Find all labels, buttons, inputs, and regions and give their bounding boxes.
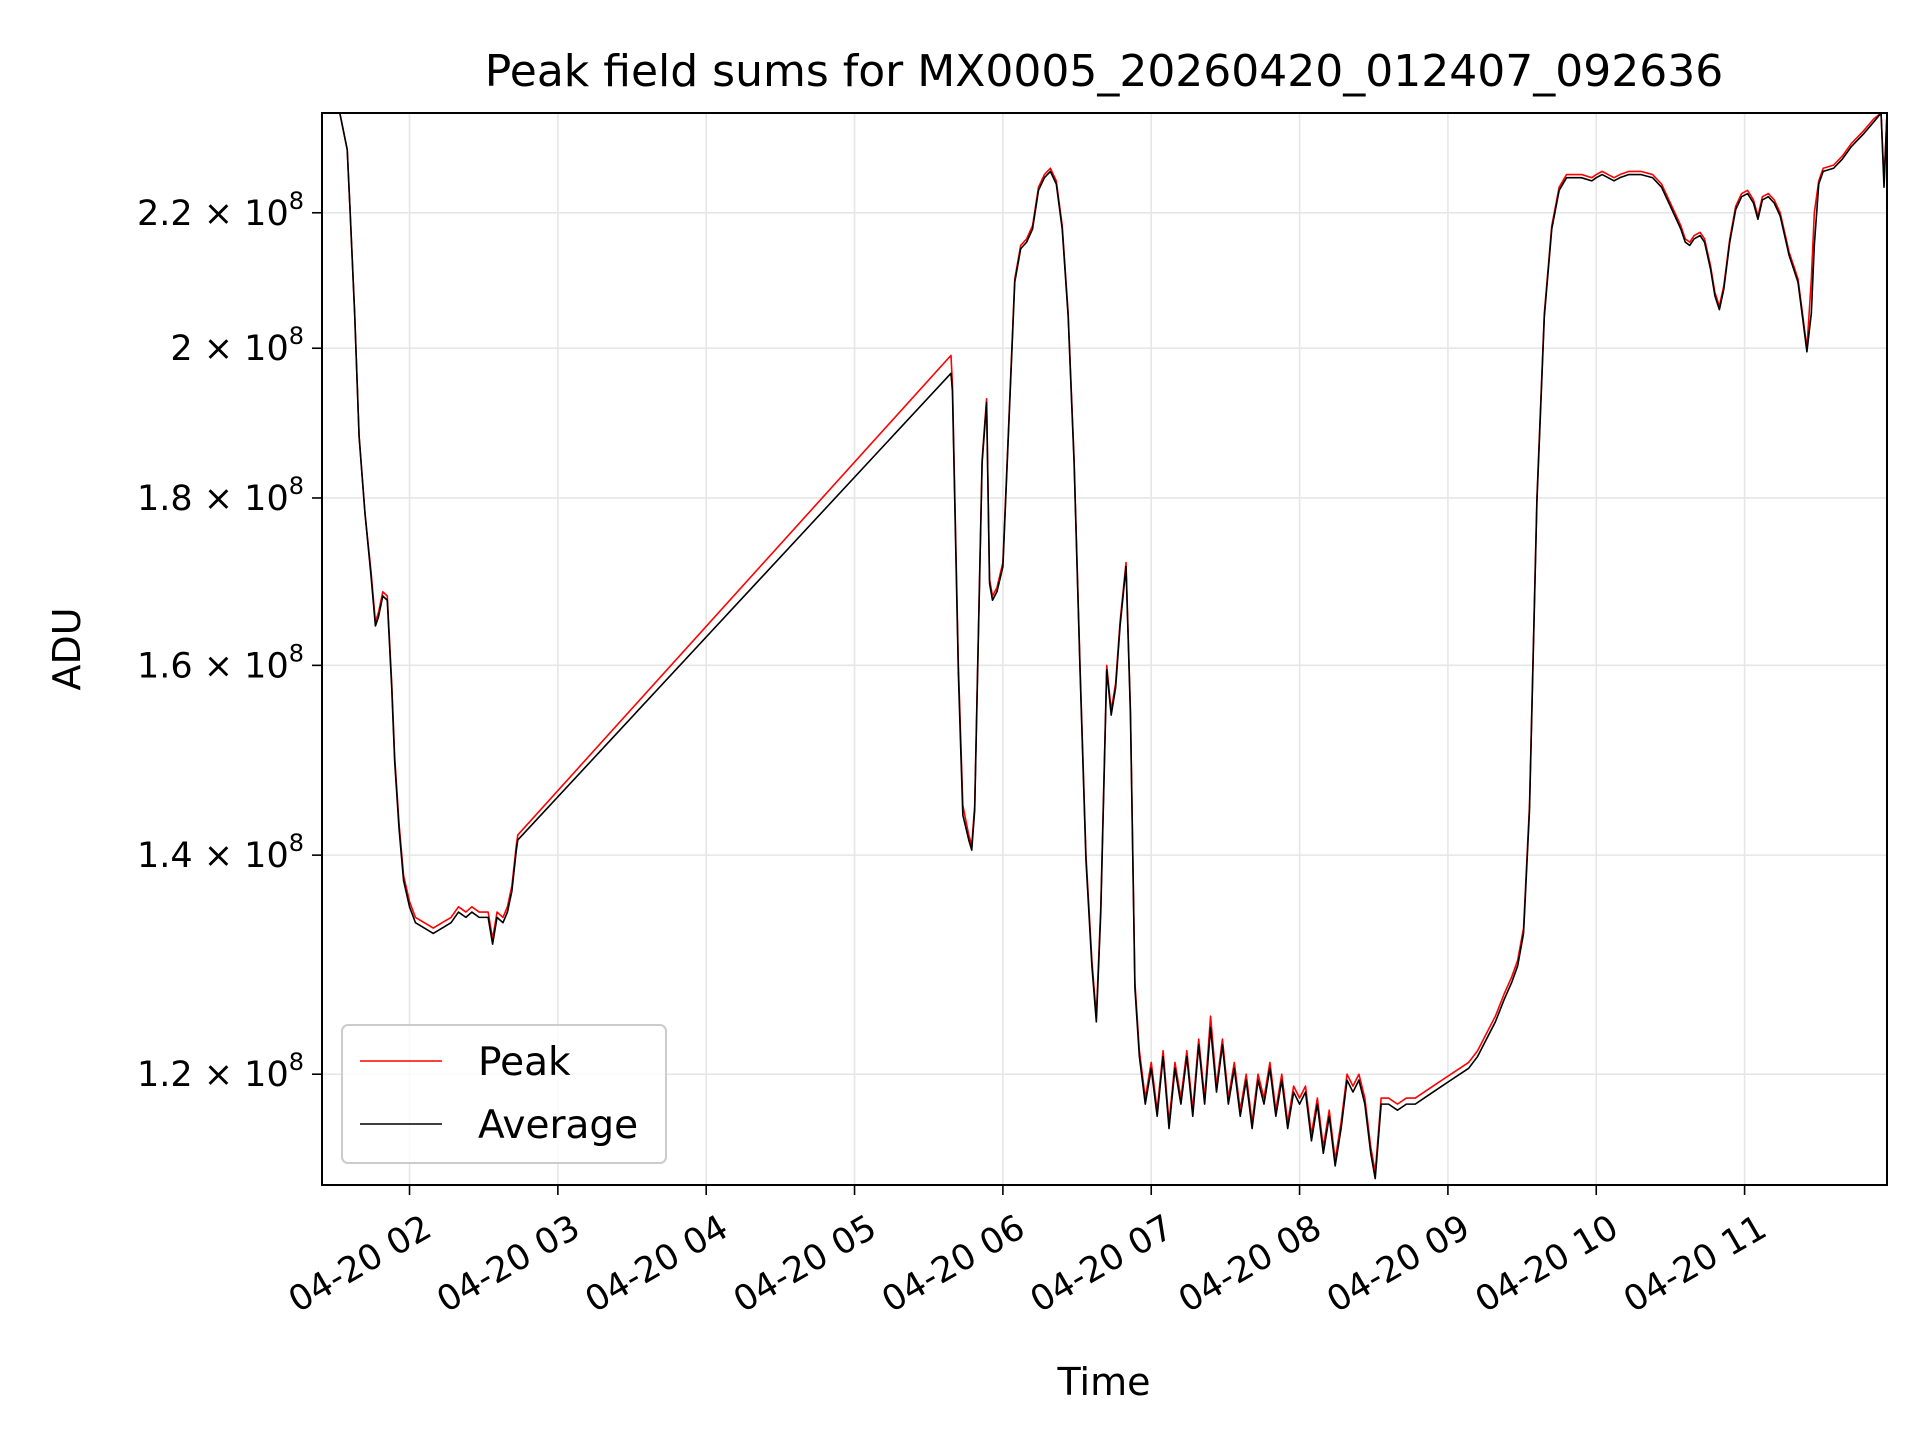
- y-tick-label-base: 1.2 × 10: [137, 1055, 289, 1095]
- y-tick-label-exponent: 8: [289, 639, 304, 667]
- legend: Peak Average: [341, 1024, 667, 1164]
- y-tick-label-base: 2 × 10: [170, 329, 288, 369]
- x-axis-label: Time: [1057, 1360, 1151, 1404]
- y-tick-label: 1.6 × 108: [137, 639, 304, 686]
- grid-lines: [322, 113, 1887, 1185]
- plot-frame: [321, 112, 1888, 1186]
- y-tick-label-base: 1.4 × 10: [137, 836, 289, 876]
- y-tick-label-exponent: 8: [289, 187, 304, 215]
- y-tick-label: 2 × 108: [170, 322, 304, 369]
- y-tick-label: 1.4 × 108: [137, 829, 304, 876]
- legend-label-peak: Peak: [478, 1040, 571, 1085]
- y-tick-label-base: 1.8 × 10: [137, 479, 289, 519]
- y-tick-label-base: 2.2 × 10: [137, 194, 289, 234]
- chart-title: Peak field sums for MX0005_20260420_0124…: [485, 46, 1723, 97]
- y-tick-label-exponent: 8: [289, 1048, 304, 1076]
- y-tick-label-exponent: 8: [289, 829, 304, 857]
- y-tick-label: 1.2 × 108: [137, 1048, 304, 1095]
- y-tick-label: 1.8 × 108: [137, 472, 304, 519]
- y-tick-label: 2.2 × 108: [137, 187, 304, 234]
- legend-label-average: Average: [478, 1103, 638, 1148]
- series-line-average: [322, 113, 1887, 1180]
- y-tick-label-exponent: 8: [289, 322, 304, 350]
- legend-box: [341, 1024, 667, 1164]
- y-tick-label-base: 1.6 × 10: [137, 646, 289, 686]
- y-tick-label-exponent: 8: [289, 472, 304, 500]
- series-layer: [322, 113, 1887, 1180]
- y-axis-label: ADU: [45, 607, 89, 690]
